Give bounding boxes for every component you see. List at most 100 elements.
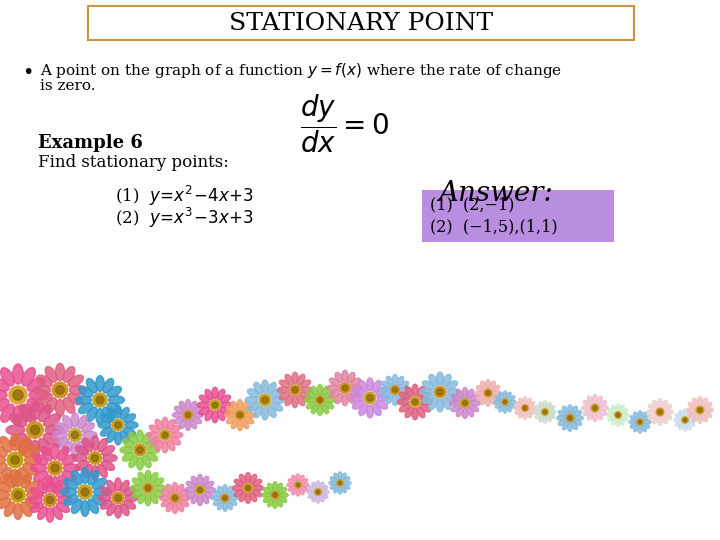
Ellipse shape [199,395,210,403]
Ellipse shape [503,391,507,398]
Ellipse shape [205,487,215,492]
Circle shape [112,419,124,431]
Circle shape [658,410,662,414]
Ellipse shape [242,401,248,410]
Ellipse shape [387,376,393,386]
Ellipse shape [325,402,333,409]
Ellipse shape [616,404,620,411]
Ellipse shape [88,499,99,514]
Ellipse shape [420,404,431,412]
Ellipse shape [231,420,238,429]
Ellipse shape [101,501,112,509]
Ellipse shape [647,410,655,414]
Ellipse shape [185,400,191,409]
Ellipse shape [652,416,658,424]
Ellipse shape [22,368,35,386]
Ellipse shape [568,404,572,413]
Circle shape [616,413,620,417]
Ellipse shape [353,400,364,409]
Ellipse shape [162,417,168,429]
Ellipse shape [599,409,607,415]
Ellipse shape [58,475,68,489]
Ellipse shape [658,417,662,426]
Ellipse shape [186,492,195,498]
Ellipse shape [516,409,522,414]
Circle shape [246,485,251,490]
Ellipse shape [509,400,516,404]
Circle shape [171,494,179,503]
Ellipse shape [83,431,97,439]
Ellipse shape [397,399,409,405]
Circle shape [315,395,325,404]
Ellipse shape [0,491,9,499]
Ellipse shape [301,387,312,393]
Ellipse shape [129,433,138,444]
Ellipse shape [0,498,11,509]
Ellipse shape [558,420,566,426]
Ellipse shape [423,381,434,390]
Ellipse shape [279,380,290,388]
Ellipse shape [107,481,116,492]
Ellipse shape [0,399,9,413]
Circle shape [340,383,350,393]
Circle shape [9,386,27,404]
Ellipse shape [30,464,46,472]
Ellipse shape [38,404,51,422]
Ellipse shape [277,387,289,393]
Ellipse shape [220,395,230,403]
Ellipse shape [53,431,67,439]
Ellipse shape [179,489,189,496]
Circle shape [294,482,301,488]
Circle shape [315,489,321,495]
Ellipse shape [69,386,86,395]
Ellipse shape [301,487,307,491]
Ellipse shape [101,414,112,423]
Ellipse shape [616,419,620,426]
Circle shape [235,410,245,420]
Ellipse shape [683,424,687,431]
Ellipse shape [490,381,495,389]
Circle shape [541,409,548,415]
Ellipse shape [417,407,425,417]
Ellipse shape [167,440,175,450]
Ellipse shape [83,438,92,451]
Ellipse shape [334,473,338,480]
Ellipse shape [273,500,277,508]
Ellipse shape [469,394,479,401]
Ellipse shape [129,456,138,468]
Ellipse shape [318,384,323,395]
Ellipse shape [630,423,636,428]
Ellipse shape [271,402,282,411]
Circle shape [262,397,269,403]
Ellipse shape [114,405,122,418]
Ellipse shape [698,415,702,423]
Circle shape [390,386,400,395]
Ellipse shape [120,431,129,443]
Ellipse shape [574,410,582,416]
Ellipse shape [442,374,451,386]
Ellipse shape [0,436,12,452]
Circle shape [338,481,342,485]
Ellipse shape [179,500,189,507]
Ellipse shape [102,461,114,470]
Ellipse shape [392,395,397,406]
Ellipse shape [534,410,541,414]
Ellipse shape [9,414,27,427]
Ellipse shape [288,479,294,484]
Ellipse shape [229,490,237,496]
Circle shape [238,413,243,417]
Ellipse shape [238,400,243,409]
Ellipse shape [172,482,178,492]
Ellipse shape [612,405,617,412]
Ellipse shape [456,389,463,399]
Ellipse shape [429,374,438,386]
Circle shape [93,393,107,407]
Ellipse shape [499,405,504,412]
Text: Example 6: Example 6 [38,134,143,152]
Ellipse shape [329,481,336,485]
Ellipse shape [665,410,673,414]
Text: (1)  $y\!=\!x^2\!-\!4x\!+\!3$: (1) $y\!=\!x^2\!-\!4x\!+\!3$ [115,184,254,208]
Ellipse shape [107,504,116,516]
Circle shape [392,388,397,393]
Ellipse shape [146,439,158,448]
